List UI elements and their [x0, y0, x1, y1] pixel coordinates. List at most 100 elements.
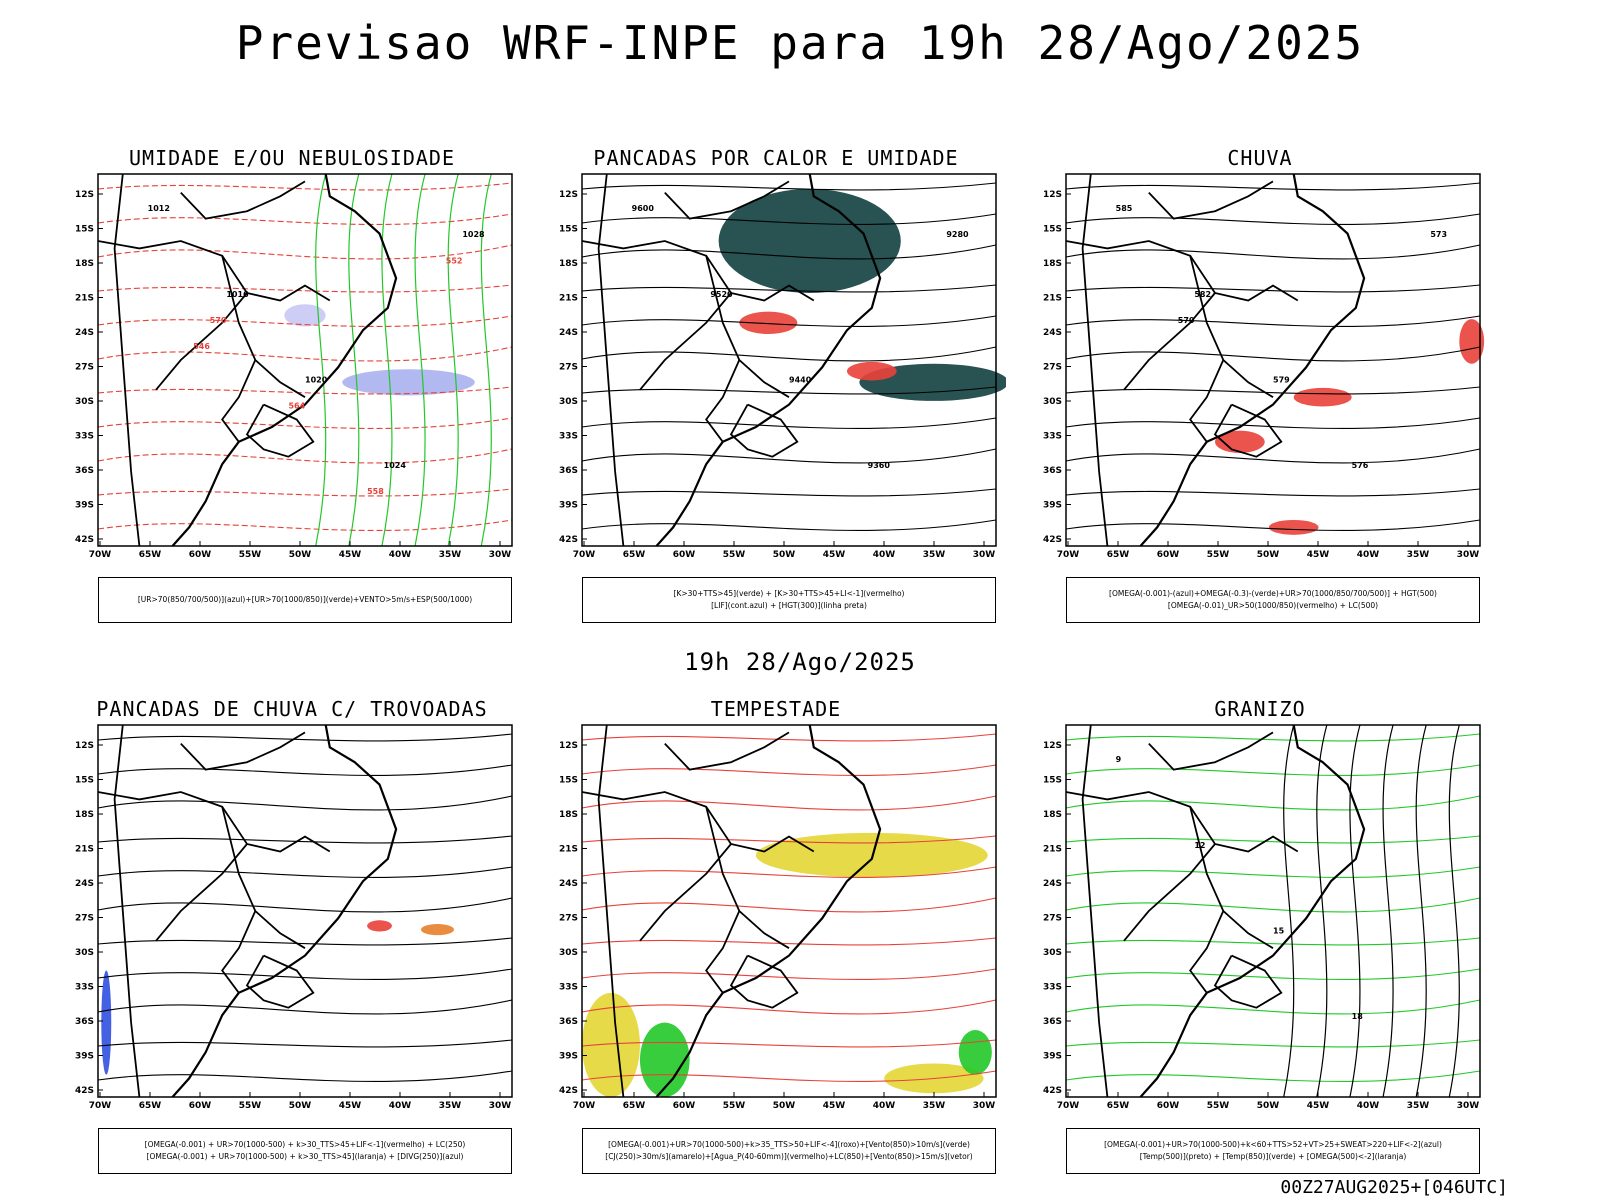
lon-label: 65W [1107, 550, 1130, 560]
lat-label: 27S [559, 914, 578, 924]
border-line [221, 255, 306, 398]
contour-line [97, 795, 513, 811]
contour-label: 546 [193, 342, 210, 351]
map-frame [581, 173, 997, 547]
contour-line [97, 764, 513, 776]
border-line [221, 910, 257, 994]
lat-label: 18S [1043, 810, 1062, 820]
contour-label: 18 [1352, 1012, 1364, 1021]
contour-line [97, 182, 513, 191]
lon-label: 30W [1457, 1101, 1480, 1111]
contour-line [97, 386, 513, 395]
lat-label: 18S [1043, 259, 1062, 269]
panel-title: GRANIZO [1214, 697, 1306, 721]
contour-line [581, 213, 997, 225]
lon-label: 55W [1207, 550, 1230, 560]
contour-label: 564 [288, 401, 305, 410]
panel-chuva: CHUVA 585 582 579 576 573 570 12S 15S 18S 21S 24S 2… [1030, 146, 1490, 626]
lat-label: 15S [1043, 776, 1062, 786]
panel-pancadas-calor: PANCADAS POR CALOR E UMIDADE 9600 9520 944… [546, 146, 1006, 626]
run-timestamp: 00Z27AUG2025+[046UTC] [1280, 1177, 1508, 1198]
legend-line: [LIF](cont.azul) + [HGT(300)](linha pret… [711, 601, 867, 610]
legend-line: [OMEGA(-0.001) + UR>70(1000-500) + k>30_… [146, 1152, 464, 1161]
contour-line [1065, 795, 1481, 811]
lat-label: 39S [1043, 1052, 1062, 1062]
map-frame [1065, 724, 1481, 1098]
lat-label: 27S [1043, 914, 1062, 924]
contour-label: 1016 [226, 290, 249, 299]
border-line [113, 173, 141, 547]
contour-line [581, 386, 997, 395]
contour-line [97, 937, 513, 946]
field-area [1459, 319, 1485, 364]
contour-line [581, 182, 997, 191]
contour-line [1065, 937, 1481, 946]
lat-label: 18S [559, 259, 578, 269]
field-area [284, 304, 326, 327]
lat-label: 42S [75, 1086, 94, 1096]
field-area [1215, 430, 1265, 453]
contour-line [581, 795, 997, 811]
contour-label: 552 [446, 256, 463, 265]
lat-label: 24S [1043, 328, 1062, 338]
panel-trovoadas: PANCADAS DE CHUVA C/ TROVOADAS 12S 15S 18S… [62, 697, 522, 1177]
border-line [245, 403, 315, 458]
panel-title: PANCADAS POR CALOR E UMIDADE [593, 146, 959, 170]
field-area [639, 1022, 690, 1097]
border-line [1123, 292, 1216, 391]
border-line [1148, 180, 1274, 220]
lon-label: 40W [1357, 550, 1380, 560]
border-line [1123, 843, 1216, 942]
contour-line [414, 173, 426, 547]
lon-label: 50W [773, 550, 796, 560]
legend-line: [OMEGA(-0.001)+UR>70(1000-500)+k<60+TTS>… [1104, 1140, 1442, 1149]
lon-label: 30W [973, 550, 996, 560]
border-line [1189, 910, 1225, 994]
border-line [729, 403, 799, 458]
legend-line: [OMEGA(-0.001)-(azul)+OMEGA(-0.3)-(verde… [1109, 589, 1437, 598]
lon-label: 40W [873, 550, 896, 560]
legend-line: [OMEGA(-0.01)_UR>50(1000/850)(vermelho) … [1167, 601, 1379, 610]
contour-label: 573 [1430, 230, 1447, 239]
border-line [705, 359, 741, 443]
lat-label: 12S [1043, 741, 1062, 751]
lon-label: 55W [723, 550, 746, 560]
lon-label: 50W [289, 550, 312, 560]
contour-line [315, 173, 327, 547]
contour-line [1065, 182, 1481, 191]
border-line [97, 791, 331, 853]
lat-label: 21S [559, 845, 578, 855]
contour-line [581, 937, 997, 946]
lon-label: 65W [623, 550, 646, 560]
contour-line [581, 835, 997, 844]
lat-label: 12S [1043, 190, 1062, 200]
border-line [1189, 806, 1274, 949]
panel-title: PANCADAS DE CHUVA C/ TROVOADAS [96, 697, 488, 721]
lat-label: 24S [75, 879, 94, 889]
border-line [639, 292, 732, 391]
coastline [655, 724, 882, 1098]
lat-label: 42S [559, 1086, 578, 1096]
legend: [UR>70(850/700/500)](azul)+[UR>70(1000/8… [98, 577, 512, 623]
contour-line [1448, 724, 1460, 1098]
lat-label: 15S [75, 225, 94, 235]
lat-label: 27S [75, 914, 94, 924]
lon-label: 55W [723, 1101, 746, 1111]
border-line [113, 724, 141, 1098]
border-line [705, 806, 790, 949]
border-line [155, 843, 248, 942]
contour-label: 570 [1178, 316, 1195, 325]
contour-line [581, 488, 997, 497]
border-line [1065, 791, 1299, 853]
map: 1012 1016 1020 1024 1028 570 564 558 552 546 12S 15… [75, 173, 513, 560]
border-line [597, 724, 625, 1098]
lat-label: 42S [1043, 535, 1062, 545]
lat-label: 33S [1043, 432, 1062, 442]
contour-line [581, 1039, 997, 1048]
lon-label: 65W [1107, 1101, 1130, 1111]
contour-line [581, 1070, 997, 1082]
border-line [1213, 954, 1283, 1009]
lon-label: 40W [873, 1101, 896, 1111]
lat-label: 39S [1043, 501, 1062, 511]
contour-line [581, 764, 997, 776]
